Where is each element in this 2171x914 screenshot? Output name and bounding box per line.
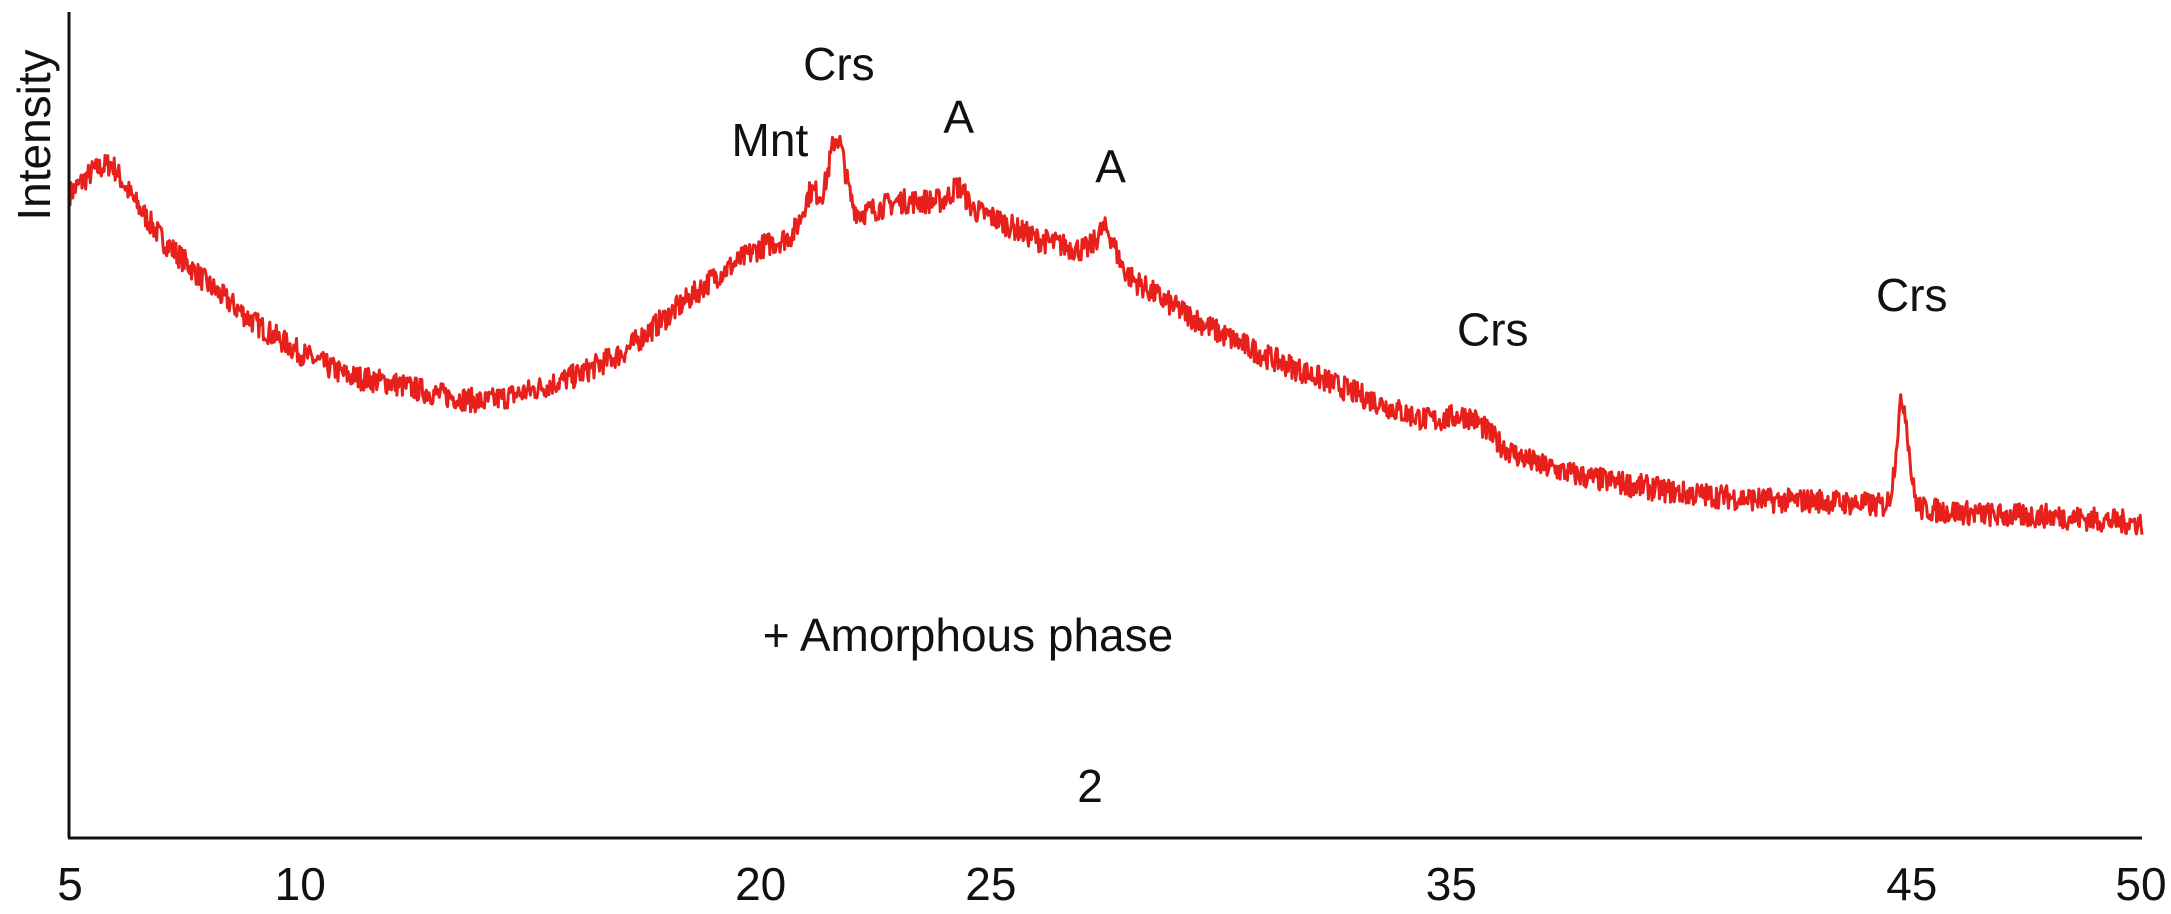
- phase-label: Crs: [1876, 269, 1948, 321]
- phase-label: A: [1095, 140, 1126, 192]
- xrd-series-line: [68, 134, 2144, 536]
- x-tick-label: 35: [1426, 858, 1477, 910]
- phase-label: Crs: [803, 38, 875, 90]
- phase-label: A: [943, 91, 974, 143]
- plot-area: [68, 134, 2144, 536]
- x-tick-label: 45: [1886, 858, 1937, 910]
- x-tick-label: 25: [965, 858, 1016, 910]
- x-tick-label: 10: [275, 858, 326, 910]
- x-tick-label: 20: [735, 858, 786, 910]
- phase-label: Mnt: [732, 114, 809, 166]
- y-axis-label: Intensity: [8, 49, 60, 220]
- phase-label: Crs: [1457, 303, 1529, 355]
- x-tick-label: 50: [2115, 858, 2166, 910]
- x-axis-label: 2: [1077, 760, 1103, 812]
- phase-labels: Crs Mnt A A Crs Crs: [732, 38, 1948, 355]
- x-tick-labels: 5 10 20 25 35 45 50: [57, 858, 2166, 910]
- x-tick-label: 5: [57, 858, 83, 910]
- amorphous-phase-annotation: + Amorphous phase: [763, 609, 1173, 661]
